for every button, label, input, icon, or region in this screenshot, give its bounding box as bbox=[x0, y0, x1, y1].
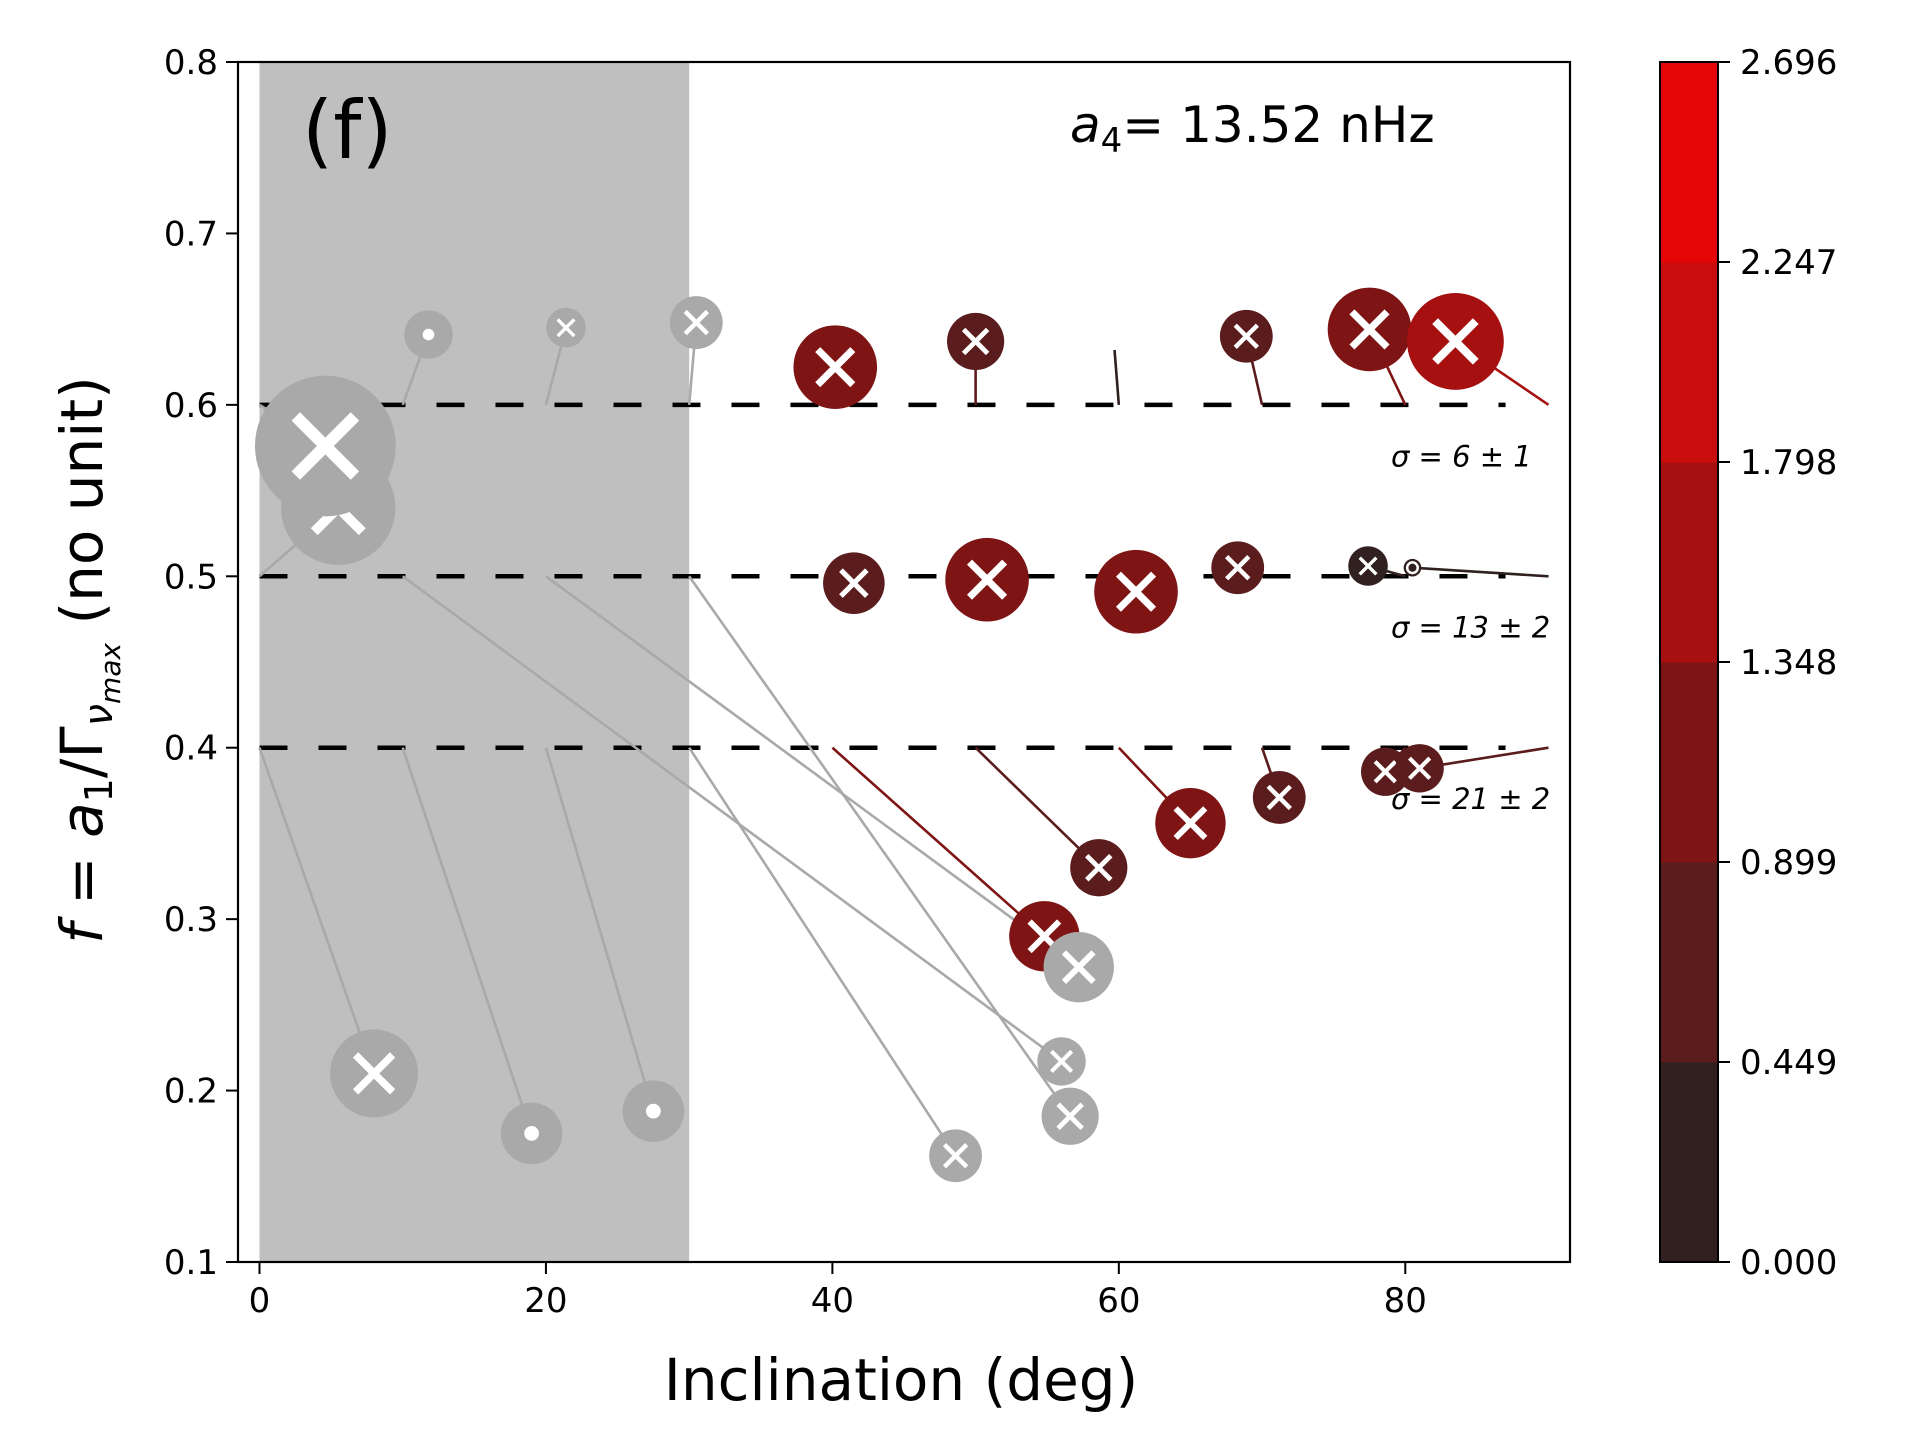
x-tick-label-4: 80 bbox=[1384, 1281, 1427, 1321]
cross-mark-3-b bbox=[942, 1143, 969, 1169]
cross-mark-20-b bbox=[291, 412, 360, 480]
shaded-region bbox=[259, 62, 690, 1262]
cross-mark-13-b bbox=[1056, 1102, 1084, 1131]
colorbar-segment-1 bbox=[1660, 862, 1718, 1063]
colorbar-segment-4 bbox=[1660, 262, 1718, 463]
x-tick-label-0: 0 bbox=[249, 1281, 271, 1321]
colorbar-tick-label-1: 0.449 bbox=[1740, 1043, 1837, 1083]
y-tick-label-2: 0.3 bbox=[164, 900, 218, 940]
connector-line-13 bbox=[688, 575, 1072, 1118]
cross-mark-17-b bbox=[1225, 555, 1251, 581]
cross-mark-8-b bbox=[1373, 760, 1397, 784]
dot-mark-2 bbox=[645, 1103, 661, 1119]
connector-line-4 bbox=[831, 746, 1046, 938]
connector-line-5 bbox=[974, 746, 1100, 869]
y-title-a: a bbox=[48, 802, 116, 838]
connector-line-2 bbox=[544, 747, 655, 1112]
markers-layer bbox=[254, 287, 1504, 1183]
x-tick-label-1: 20 bbox=[524, 1281, 567, 1321]
y-title-eq: = bbox=[48, 838, 116, 923]
cross-mark-25-b bbox=[961, 327, 990, 356]
cross-mark-0-b bbox=[352, 1052, 396, 1095]
x-tick-label-2: 40 bbox=[811, 1281, 854, 1321]
y-tick-label-3: 0.4 bbox=[164, 729, 218, 769]
y-tick-label-7: 0.8 bbox=[164, 43, 218, 83]
cross-mark-24-b bbox=[815, 347, 856, 388]
cross-mark-15-b bbox=[967, 559, 1008, 600]
connector-line-11 bbox=[401, 575, 1063, 1063]
y-title-unit: (no unit) bbox=[48, 376, 116, 643]
axes-frame bbox=[236, 60, 1572, 1264]
x-axis-title: Inclination (deg) bbox=[664, 1346, 1138, 1414]
colorbar-segment-2 bbox=[1660, 662, 1718, 863]
y-axis-title: f = a1/Γνmax (no unit) bbox=[48, 376, 127, 944]
x-ticks-layer: 0 20 40 60 80 bbox=[249, 1262, 1427, 1321]
cross-mark-6-b bbox=[1173, 806, 1208, 841]
parameter-annotation: a4= 13.52 nHz bbox=[1070, 96, 1435, 161]
colorbar-tick-label-0: 0.000 bbox=[1740, 1243, 1837, 1283]
cross-mark-4-b bbox=[1027, 919, 1062, 954]
cross-mark-16-b bbox=[1115, 571, 1157, 612]
cross-mark-22-b bbox=[556, 318, 576, 338]
connector-line-12 bbox=[545, 575, 1080, 969]
colorbar-segment-0 bbox=[1660, 1062, 1718, 1263]
cross-mark-9-b bbox=[1407, 756, 1432, 780]
colorbar-tick-label-4: 1.798 bbox=[1740, 443, 1837, 483]
cross-mark-18-b bbox=[1358, 556, 1378, 576]
connector-line-26 bbox=[1113, 349, 1121, 405]
connector-line-3 bbox=[688, 747, 957, 1157]
y-tick-label-0: 0.1 bbox=[164, 1243, 218, 1283]
cross-mark-23-b bbox=[683, 309, 709, 336]
dot-mark-21 bbox=[422, 328, 435, 341]
connector-line-0 bbox=[258, 747, 376, 1074]
connector-line-19 bbox=[1412, 566, 1549, 578]
cross-mark-27-b bbox=[1233, 323, 1259, 349]
ring-mark-19 bbox=[1405, 561, 1419, 575]
y-tick-label-6: 0.7 bbox=[164, 214, 218, 254]
sigma-labels-layer: σ = 6 ± 1 σ = 13 ± 2 σ = 21 ± 2 bbox=[1391, 439, 1550, 816]
y-tick-label-1: 0.2 bbox=[164, 1072, 218, 1112]
plot-area: σ = 6 ± 1 σ = 13 ± 2 σ = 21 ± 2 bbox=[254, 62, 1550, 1262]
y-title-nu: ν bbox=[76, 704, 122, 726]
x-tick-label-3: 60 bbox=[1097, 1281, 1140, 1321]
colorbar-segment-3 bbox=[1660, 462, 1718, 663]
y-title-nu-sub: max bbox=[94, 643, 127, 704]
parameter-subscript: 4 bbox=[1101, 121, 1123, 161]
sigma-label-0: σ = 6 ± 1 bbox=[1391, 439, 1532, 473]
cross-mark-7-b bbox=[1266, 784, 1292, 811]
parameter-value: = 13.52 nHz bbox=[1122, 96, 1434, 154]
y-ticks-layer: 0.1 0.2 0.3 0.4 0.5 0.6 0.7 0.8 bbox=[164, 43, 238, 1283]
cross-mark-11-b bbox=[1049, 1049, 1074, 1074]
colorbar-tick-label-5: 2.247 bbox=[1740, 243, 1837, 283]
y-tick-label-4: 0.5 bbox=[164, 557, 218, 597]
panel-label: (f) bbox=[302, 84, 393, 177]
colorbar: 0.000 0.449 0.899 1.348 1.798 2.247 2.696 bbox=[1659, 43, 1837, 1283]
dot-mark-1 bbox=[524, 1126, 540, 1141]
sigma-label-1: σ = 13 ± 2 bbox=[1391, 611, 1550, 645]
parameter-name: a bbox=[1070, 96, 1101, 154]
cross-mark-29-b bbox=[1432, 318, 1479, 365]
cross-mark-28-b bbox=[1349, 309, 1390, 350]
colorbar-tick-label-3: 1.348 bbox=[1740, 643, 1837, 683]
cross-mark-5-b bbox=[1085, 853, 1113, 882]
sigma-label-2: σ = 21 ± 2 bbox=[1391, 782, 1550, 816]
shaded-region-layer bbox=[259, 62, 690, 1262]
y-title-gamma: /Γ bbox=[48, 726, 116, 778]
colorbar-segment-5 bbox=[1660, 62, 1718, 263]
y-tick-label-5: 0.6 bbox=[164, 386, 218, 426]
connector-line-1 bbox=[401, 747, 533, 1134]
cross-mark-14-b bbox=[839, 568, 869, 598]
colorbar-tick-label-6: 2.696 bbox=[1740, 43, 1837, 83]
cross-mark-12-b bbox=[1061, 950, 1096, 985]
y-title-a-sub: 1 bbox=[77, 778, 121, 802]
colorbar-tick-label-2: 0.899 bbox=[1740, 843, 1837, 883]
